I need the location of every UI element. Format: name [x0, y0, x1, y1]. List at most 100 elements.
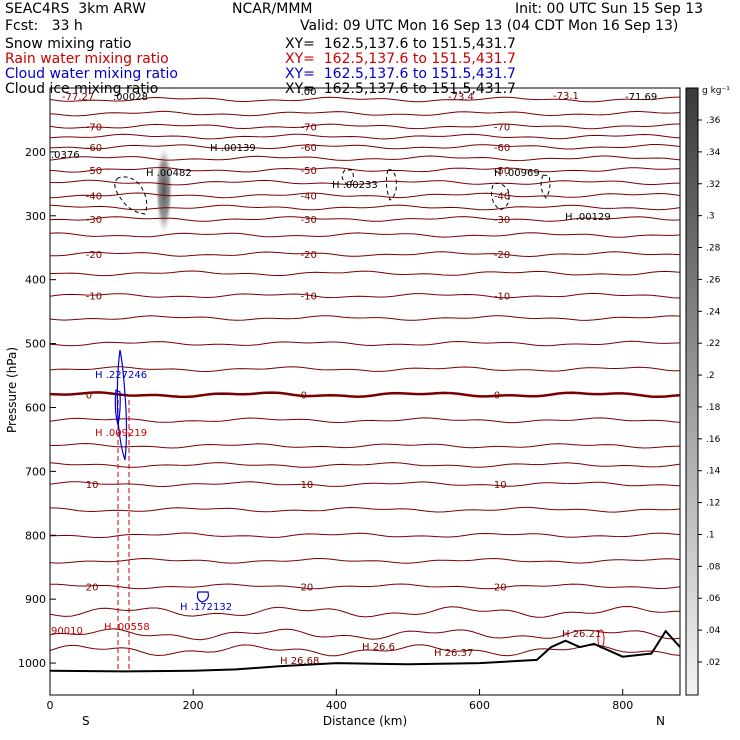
max-label-6: H .00129 — [565, 212, 611, 223]
y-tick-label: 600 — [25, 401, 46, 414]
max-label-1: .0376 — [51, 150, 80, 161]
rain-max-1: H .009219 — [95, 428, 147, 439]
y-tick-label: 1000 — [18, 657, 46, 670]
isotherm-line — [49, 155, 681, 162]
init-time: Init: 00 UTC Sun 15 Sep 13 — [515, 1, 704, 17]
isotherm-line — [49, 251, 681, 258]
isotherm-label: -60 — [301, 143, 317, 154]
legend-cloudice-xy: XY= 162.5,137.6 to 151.5,431.7 — [285, 81, 516, 97]
isotherm-line — [49, 506, 681, 513]
forecast-hour: Fcst: 33 h — [5, 18, 83, 34]
top-label-4: -73.1 — [553, 91, 579, 102]
isotherm-line — [49, 417, 681, 424]
max-label-3: H .00482 — [146, 168, 192, 179]
isotherm-line — [50, 442, 680, 449]
y-tick-label: 300 — [25, 210, 46, 223]
isotherm-line — [49, 179, 681, 186]
isotherm-label: -60 — [86, 143, 102, 154]
colorbar-tick-label: .18 — [706, 403, 721, 413]
colorbar-tick-label: .02 — [706, 658, 720, 668]
top-label-1: -77.27 — [62, 92, 94, 103]
colorbar-tick-label: .14 — [706, 467, 721, 477]
legend-rain-label: Rain water mixing ratio — [5, 51, 169, 67]
isotherm-line — [49, 133, 681, 140]
isotherm-line — [49, 605, 681, 618]
isotherm-label: -30 — [86, 215, 102, 226]
isotherm-label: -10 — [301, 292, 317, 303]
x-tick-label: 600 — [469, 699, 490, 712]
top-label-5: -71.69 — [625, 92, 657, 103]
rain-max-3: 90010 — [51, 626, 83, 637]
y-tick-label: 800 — [25, 529, 46, 542]
y-axis: 200 300 400 500 600 700 800 900 1000 — [18, 146, 56, 670]
isotherm-line — [49, 532, 681, 539]
isotherm-label: -30 — [494, 215, 510, 226]
isotherm-line — [49, 123, 681, 130]
isotherm-label: -60 — [494, 143, 510, 154]
max-label-2: H .00139 — [210, 143, 256, 154]
isotherm-label: -20 — [301, 250, 317, 261]
cloudwater-contours — [114, 349, 209, 603]
legend-rain-xy: XY= 162.5,137.6 to 151.5,431.7 — [285, 51, 516, 67]
top-label-6: -.00 — [297, 87, 317, 98]
isotherm-label: 20 — [494, 582, 507, 593]
legend-cloudice-label: Cloud ice mixing ratio — [5, 81, 159, 97]
isotherm-label: -40 — [301, 191, 317, 202]
top-label-2: .00028 — [113, 92, 148, 103]
colorbar-tick-label: .1 — [706, 530, 715, 540]
isotherm-labels: -70 -70 -70 -60 -60 -60 -50 -50 -50 -40 -40 -40 -30 -… — [86, 122, 510, 593]
legend-snow-xy: XY= 162.5,137.6 to 151.5,431.7 — [285, 36, 516, 52]
model-title: SEAC4RS 3km ARW — [5, 1, 146, 17]
chart-annotations: -77.27 .00028 -73.4 -73.1 -71.69 -.00 .0… — [51, 87, 657, 667]
plot-frame — [49, 87, 681, 696]
isotherm-line — [49, 292, 681, 299]
ice-contours — [114, 169, 551, 215]
isotherm-line — [49, 628, 681, 641]
colorbar-tick-label: .3 — [706, 212, 715, 222]
isotherm-label: -70 — [494, 122, 510, 133]
colorbar-labels: .36 .34 .32 .3 .28 .26 .24 .22 .2 .18 .16 .14 .12 .1.… — [698, 116, 721, 668]
max-label-4: H .00233 — [332, 180, 378, 191]
isotherm-label: -70 — [86, 122, 102, 133]
top-label-3: -73.4 — [448, 92, 474, 103]
colorbar-tick-label: .28 — [706, 244, 721, 254]
isotherm-line — [49, 583, 681, 590]
org-title: NCAR/MMM — [232, 1, 313, 17]
isotherm-line — [49, 366, 681, 373]
colorbar-tick-label: .34 — [706, 148, 721, 158]
y-axis-label: Pressure (hPa) — [5, 347, 19, 433]
x-axis-label: Distance (km) — [323, 714, 407, 728]
isotherm-label: -40 — [86, 191, 102, 202]
isotherm-line — [49, 192, 681, 199]
isotherm-label: -50 — [86, 166, 102, 177]
y-tick-label: 500 — [25, 338, 46, 351]
isotherm-label: 20 — [86, 582, 99, 593]
surface-temp-2: H 26.6 — [362, 642, 395, 653]
y-tick-label: 700 — [25, 465, 46, 478]
rain-contours — [117, 400, 605, 672]
isotherm-line — [49, 557, 681, 564]
terrain-line — [49, 629, 681, 673]
colorbar-tick-label: .06 — [706, 594, 721, 604]
isotherm-label: 10 — [301, 480, 314, 491]
surface-temp-1: H 26.68 — [280, 656, 319, 667]
isotherm-line — [49, 391, 681, 399]
colorbar-unit: g kg⁻¹ — [702, 86, 730, 96]
legend-cloudwater-label: Cloud water mixing ratio — [5, 66, 178, 82]
isotherm-label: -10 — [494, 292, 510, 303]
isotherm-line — [49, 96, 681, 103]
isotherm-line — [49, 481, 681, 488]
cloudwater-max-2: H .172132 — [180, 602, 232, 613]
isotherm-label: -70 — [301, 122, 317, 133]
colorbar — [685, 87, 699, 696]
surface-temp-4: H 26.21 — [562, 629, 601, 640]
colorbar-tick-label: .32 — [706, 180, 720, 190]
x-tick-label: 800 — [612, 699, 633, 712]
y-tick-label: 200 — [25, 146, 46, 159]
isotherm-line — [49, 110, 681, 117]
legend-cloudwater-xy: XY= 162.5,137.6 to 151.5,431.7 — [285, 66, 516, 82]
x-tick-label: 0 — [47, 699, 54, 712]
colorbar-tick-label: .04 — [706, 626, 721, 636]
x-tick-label: 400 — [326, 699, 347, 712]
